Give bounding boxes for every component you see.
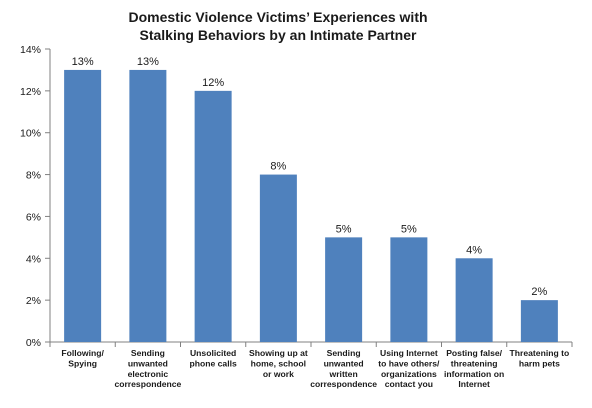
data-label: 5% <box>336 223 352 235</box>
category-label-line: information on <box>444 369 504 379</box>
category-label-line: Following/ <box>61 348 104 358</box>
category-label: Threatening to harm pets <box>510 348 570 368</box>
category-label-line: Threatening to <box>510 348 570 358</box>
category-label-line: Sending <box>327 348 361 358</box>
y-tick-label: 12% <box>20 86 41 98</box>
category-label-line: Spying <box>68 358 97 368</box>
category-label-line: unwanted <box>324 358 364 368</box>
category-label-line: threatening <box>451 358 498 368</box>
category-label: Sending unwanted written correspondence <box>310 348 377 389</box>
category-label-line: Sending <box>131 348 165 358</box>
bar <box>259 174 297 342</box>
data-label: 8% <box>270 161 286 173</box>
category-label: Following/Spying <box>61 348 104 368</box>
chart-title-line-1: Domestic Violence Victims’ Experiences w… <box>128 9 427 25</box>
bar <box>129 69 167 342</box>
category-label: Using Internet to have others/organizatio… <box>378 348 440 389</box>
bar <box>64 69 102 342</box>
category-label-line: unwanted <box>128 358 168 368</box>
y-tick-label: 8% <box>26 170 41 182</box>
bar <box>390 237 428 342</box>
category-label-line: organizations <box>381 369 437 379</box>
category-label: Sending unwanted electronic correspondence <box>114 348 181 389</box>
bar <box>455 258 493 342</box>
bar <box>520 300 558 342</box>
category-label: Showing up at home, school or work <box>249 348 308 379</box>
y-tick-label: 10% <box>20 128 41 140</box>
data-label: 12% <box>202 77 224 89</box>
category-label: Unsolicited phone calls <box>189 348 236 368</box>
bar <box>194 90 232 342</box>
y-tick-label: 4% <box>26 253 41 265</box>
category-label-line: electronic <box>128 369 169 379</box>
category-label-line: Internet <box>458 379 490 389</box>
category-label: Posting false/threatening information on I… <box>444 348 504 389</box>
category-label-line: correspondence <box>114 379 181 389</box>
category-label-line: to have others/ <box>378 358 440 368</box>
data-label: 13% <box>137 56 159 68</box>
category-label-line: or work <box>263 369 294 379</box>
data-label: 13% <box>72 56 94 68</box>
y-tick-label: 14% <box>20 44 41 56</box>
plot-area: 0% 2% 4% 6% 8% 10% 12% 14% 13% Following/Spying 13… <box>20 44 573 389</box>
category-label-line: written <box>329 369 358 379</box>
category-label-line: contact you <box>385 379 433 389</box>
y-tick-label: 2% <box>26 295 41 307</box>
category-label-line: Unsolicited <box>190 348 236 358</box>
category-label-line: Using Internet <box>380 348 438 358</box>
chart-title-line-2: Stalking Behaviors by an Intimate Partne… <box>140 27 418 43</box>
data-label: 4% <box>466 244 482 256</box>
category-label-line: phone calls <box>189 358 236 368</box>
category-label-line: correspondence <box>310 379 377 389</box>
y-tick-label: 6% <box>26 211 41 223</box>
category-label-line: home, school <box>251 358 306 368</box>
category-label-line: Posting false/ <box>446 348 502 358</box>
category-label-line: Showing up at <box>249 348 308 358</box>
data-label: 5% <box>401 223 417 235</box>
category-label-line: harm pets <box>519 358 560 368</box>
data-label: 2% <box>531 286 547 298</box>
y-tick-label: 0% <box>26 337 41 349</box>
bar <box>325 237 363 342</box>
